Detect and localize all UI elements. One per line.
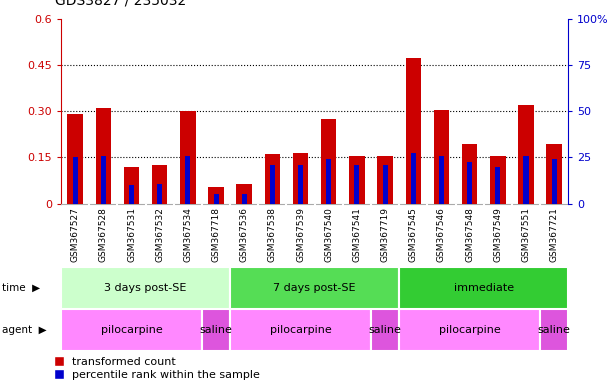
Bar (230, 309, 371, 351)
Bar (293, 153, 309, 204)
Text: saline: saline (200, 325, 233, 335)
Bar (61, 309, 202, 351)
Bar (378, 156, 393, 204)
Bar (185, 156, 191, 204)
Bar (152, 165, 167, 204)
Bar (540, 309, 568, 351)
Bar (124, 167, 139, 204)
Text: GSM367721: GSM367721 (550, 207, 558, 262)
Bar (326, 159, 331, 204)
Bar (202, 309, 230, 351)
Text: 7 days post-SE: 7 days post-SE (273, 283, 356, 293)
Bar (371, 309, 399, 351)
Bar (101, 156, 106, 204)
Text: GSM367540: GSM367540 (324, 207, 333, 262)
Text: pilocarpine: pilocarpine (101, 325, 163, 335)
Bar (213, 194, 219, 204)
Bar (321, 119, 337, 204)
Bar (546, 144, 562, 204)
Text: saline: saline (368, 325, 401, 335)
Bar (439, 156, 444, 204)
Text: time  ▶: time ▶ (2, 283, 40, 293)
Bar (230, 267, 399, 309)
Bar (73, 157, 78, 204)
Text: GSM367548: GSM367548 (465, 207, 474, 262)
Bar (208, 187, 224, 204)
Text: GSM367551: GSM367551 (521, 207, 530, 262)
Text: GSM367549: GSM367549 (493, 207, 502, 262)
Bar (399, 309, 540, 351)
Text: GSM367546: GSM367546 (437, 207, 446, 262)
Bar (298, 165, 303, 204)
Bar (399, 267, 568, 309)
Bar (67, 114, 83, 204)
Bar (552, 159, 557, 204)
Bar (61, 267, 230, 309)
Bar (236, 184, 252, 204)
Bar (406, 58, 421, 204)
Text: GSM367539: GSM367539 (296, 207, 305, 262)
Text: GSM367545: GSM367545 (409, 207, 418, 262)
Text: pilocarpine: pilocarpine (269, 325, 331, 335)
Bar (411, 153, 416, 204)
Text: pilocarpine: pilocarpine (439, 325, 500, 335)
Legend: transformed count, percentile rank within the sample: transformed count, percentile rank withi… (54, 357, 260, 381)
Text: 3 days post-SE: 3 days post-SE (104, 283, 187, 293)
Bar (129, 185, 134, 204)
Bar (518, 105, 534, 204)
Text: GSM367718: GSM367718 (211, 207, 221, 262)
Text: GSM367719: GSM367719 (381, 207, 390, 262)
Bar (95, 108, 111, 204)
Text: GSM367528: GSM367528 (99, 207, 108, 262)
Text: GSM367538: GSM367538 (268, 207, 277, 262)
Text: GSM367532: GSM367532 (155, 207, 164, 262)
Bar (265, 154, 280, 204)
Text: GSM367527: GSM367527 (71, 207, 79, 262)
Bar (467, 162, 472, 204)
Bar (496, 167, 500, 204)
Text: agent  ▶: agent ▶ (2, 325, 46, 335)
Text: GSM367531: GSM367531 (127, 207, 136, 262)
Bar (524, 156, 529, 204)
Bar (180, 111, 196, 204)
Text: saline: saline (538, 325, 571, 335)
Bar (382, 165, 387, 204)
Text: GSM367536: GSM367536 (240, 207, 249, 262)
Bar (270, 165, 275, 204)
Bar (462, 144, 477, 204)
Bar (490, 156, 505, 204)
Bar (434, 110, 449, 204)
Bar (157, 184, 163, 204)
Bar (242, 194, 247, 204)
Bar (354, 165, 359, 204)
Text: GDS3827 / 235032: GDS3827 / 235032 (55, 0, 186, 8)
Text: GSM367534: GSM367534 (183, 207, 192, 262)
Text: immediate: immediate (453, 283, 514, 293)
Text: GSM367541: GSM367541 (353, 207, 362, 262)
Bar (349, 156, 365, 204)
